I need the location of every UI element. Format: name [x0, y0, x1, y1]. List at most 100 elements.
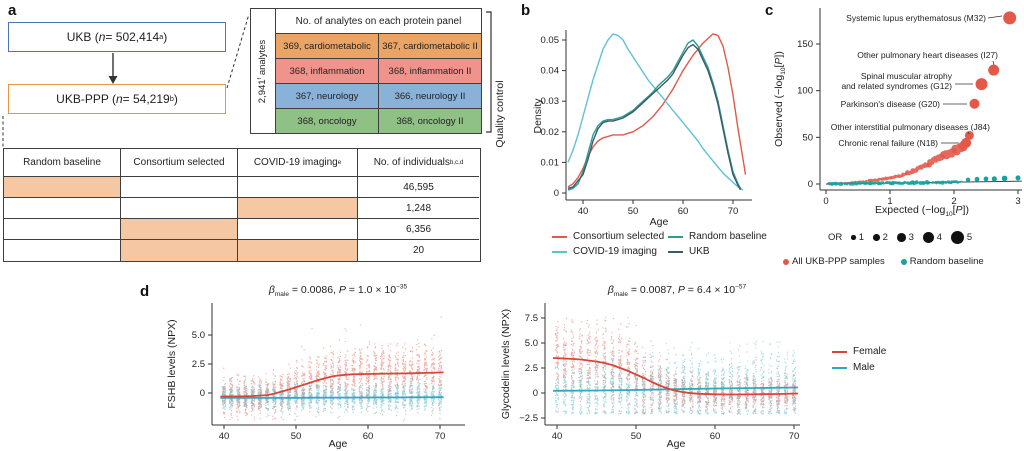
svg-text:2: 2: [951, 196, 956, 207]
legend-item-random-baseline: Random baseline: [900, 256, 984, 267]
selection-table: Random baseline Consortium selected COVID-…: [3, 148, 481, 262]
protein-panel-row: 368, inflammation 368, inflammation II: [276, 59, 481, 84]
svg-text:1: 1: [887, 196, 892, 207]
svg-text:40: 40: [219, 431, 230, 442]
selection-empty-cell: [4, 219, 121, 240]
panel-d1-ylabel: FSHB levels (NPX): [166, 319, 178, 409]
qq-teal-point: [974, 176, 980, 182]
or-size-value: 5: [966, 231, 973, 243]
individuals-count-cell: 46,595: [358, 177, 479, 198]
selection-empty-cell: [4, 240, 121, 261]
svg-text:60: 60: [363, 431, 374, 442]
or-legend-label: OR: [828, 231, 843, 243]
legend-item-covid-19-imaging: COVID-19 imaging: [552, 246, 657, 257]
selection-empty-cell: [121, 177, 238, 198]
glycodelin_by_age-male-trend: [552, 386, 799, 392]
svg-text:0: 0: [200, 388, 205, 399]
svg-text:Other pulmonary heart diseases: Other pulmonary heart diseases (I27): [857, 50, 998, 60]
svg-text:60: 60: [710, 431, 721, 442]
protein-panel-table-body: No. of analytes on each protein panel 36…: [276, 9, 481, 133]
panel-a-label: a: [8, 2, 17, 19]
panel-b-label: b: [521, 2, 531, 19]
qq-labeled-point: [988, 64, 1000, 76]
panel-d-label: d: [140, 283, 150, 300]
fshb_by_age-male-trend: [220, 396, 444, 399]
qq-labeled-point: [961, 137, 972, 148]
svg-text:0: 0: [554, 188, 559, 199]
individuals-count-cell: 1,248: [358, 198, 479, 219]
analytes-count-label: 2,941f analytes: [257, 39, 269, 103]
qq-labeled-point: [964, 130, 974, 140]
protein-panel-row: 369, cardiometabolic 367, cardiometabolic…: [276, 34, 481, 59]
density-curve: [567, 39, 742, 191]
fshb_by_age-chart: 40 50 60 70 0 2.5 5.0: [192, 303, 465, 442]
svg-text:2.5: 2.5: [192, 359, 205, 370]
svg-text:0: 0: [533, 388, 538, 399]
selection-table-header-row: Random baseline Consortium selected COVID-…: [4, 149, 480, 177]
svg-text:0: 0: [808, 179, 813, 190]
qq-teal-point: [1015, 175, 1021, 181]
selection-empty-cell: [238, 219, 358, 240]
density-curve: [567, 33, 747, 188]
svg-text:5.0: 5.0: [525, 338, 538, 349]
protein-panel-cell: 368, inflammation II: [379, 59, 481, 83]
selection-table-header-cell: Random baseline: [4, 149, 121, 177]
panel-d1-title: βmale = 0.0086, P = 1.0 × 10−35: [268, 283, 408, 299]
svg-text:2.5: 2.5: [525, 363, 538, 374]
legend-label: COVID-19 imaging: [573, 246, 657, 257]
or-size-value: 1: [858, 231, 865, 243]
selection-empty-cell: [121, 198, 238, 219]
svg-text:Parkinson's disease (G20): Parkinson's disease (G20): [841, 99, 941, 109]
panel-c-xlabel: Expected (−log10[P]): [875, 204, 969, 219]
ukbppp-box: UKB-PPP (n = 54,219 b): [8, 84, 226, 114]
selection-table-header-cell: Consortium selected: [121, 149, 238, 177]
or-size-value: 3: [908, 231, 914, 243]
qq-teal-band: [827, 180, 960, 186]
glycodelin_by_age-female-trend: [552, 357, 799, 396]
panel-d2-ylabel: Glycodelin levels (NPX): [500, 308, 512, 420]
qq-red-band: [868, 172, 908, 183]
protein-panel-row: 368, oncology 368, oncology II: [276, 109, 481, 133]
qq-labeled-point: [969, 98, 980, 109]
or-size-legend: OR 1 2 3 4 5: [828, 231, 972, 244]
panel-b-ylabel: Density: [532, 98, 544, 134]
or-size-dot: [873, 234, 880, 241]
panel-c-label: c: [765, 2, 774, 19]
protein-panel-cell: 368, oncology: [276, 109, 379, 133]
legend-item-all-ukb-ppp-samples: All UKB-PPP samples: [783, 256, 885, 267]
individuals-count-cell: 20: [412, 245, 425, 256]
svg-text:Spinal muscular atrophy: Spinal muscular atrophy: [861, 71, 953, 81]
selection-filled-cell: [121, 219, 238, 240]
or-size-value: 4: [936, 231, 943, 243]
qq-red-band: [951, 143, 965, 156]
legend-swatch: [832, 366, 847, 369]
density-curve: [567, 43, 742, 191]
selection-table-row: 46,595: [4, 177, 480, 198]
qq-teal-point: [983, 176, 989, 182]
selection-table-row: 1,248: [4, 198, 480, 219]
svg-text:150: 150: [797, 39, 813, 50]
svg-text:Other interstitial pulmonary d: Other interstitial pulmonary diseases (J…: [831, 122, 990, 132]
legend-swatch: [668, 235, 683, 238]
qq-labeled-point: [975, 78, 988, 91]
qq-teal-point: [991, 176, 997, 182]
quality-control-section-label: Quality control: [494, 80, 506, 148]
svg-text:Systemic lupus erythematosus (: Systemic lupus erythematosus (M32): [846, 13, 986, 23]
protein-panel-table: 2,941f analytes No. of analytes on each …: [250, 8, 482, 134]
legend-label: Consortium selected: [573, 231, 665, 242]
or-size-dot: [851, 235, 856, 240]
qq-red-band: [940, 148, 957, 160]
legend-label: Female: [853, 346, 887, 357]
or-size-item: 4: [922, 231, 943, 243]
svg-text:50: 50: [628, 206, 639, 217]
svg-text:50: 50: [802, 132, 813, 143]
protein-panel-row: 367, neurology 366, neurology II: [276, 84, 481, 109]
qq-phewas-chart: 0 1 2 3 0 50 100 150 Systemic lupus erythematosu…: [797, 8, 1022, 207]
selection-table-header-cell: COVID-19 imaging e: [238, 149, 358, 177]
svg-text:5.0: 5.0: [192, 330, 205, 341]
panel-b-xlabel: Age: [649, 216, 669, 228]
panel-c-ylabel: Observed (−log10[P]): [773, 51, 788, 147]
qq-labeled-point: [1003, 11, 1017, 25]
